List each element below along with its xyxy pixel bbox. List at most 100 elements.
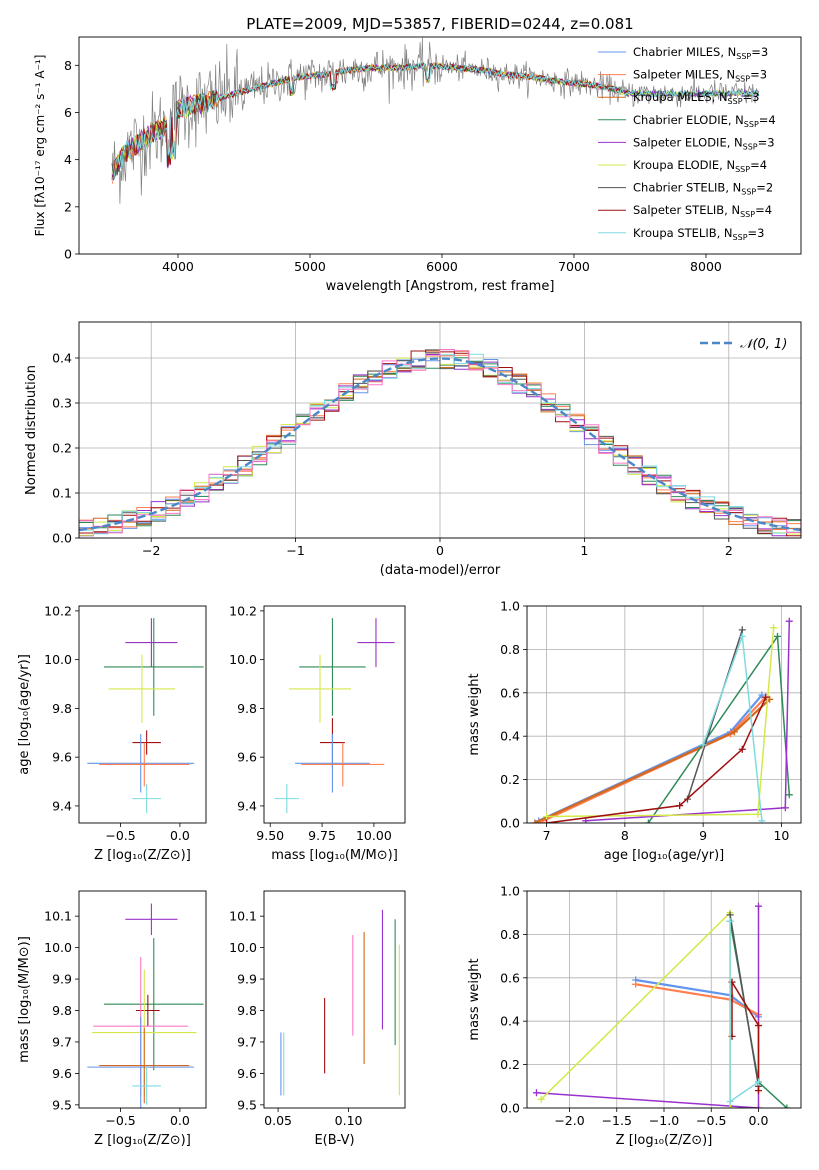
x-tick-label: 9.50 xyxy=(256,828,284,843)
y-tick-label: 9.5 xyxy=(237,1097,257,1112)
x-axis-label: Z [log₁₀(Z/Z⊙)] xyxy=(94,848,191,863)
y-tick-label: 10.0 xyxy=(229,652,257,667)
y-tick-label: 0.4 xyxy=(52,351,72,366)
errorbar-point xyxy=(301,742,385,787)
y-axis-label: age [log₁₀(age/yr)] xyxy=(17,654,32,775)
legend-entry-name: Kroupa MILES, N xyxy=(633,90,728,104)
y-tick-label: 0.0 xyxy=(500,1101,520,1116)
weight-marker xyxy=(738,745,746,753)
y-axis-label: Normed distribution xyxy=(24,365,39,495)
weight-marker xyxy=(726,911,734,919)
y-tick-label: 10.1 xyxy=(44,909,72,924)
weight-marker xyxy=(754,1022,762,1030)
y-tick-label: 10.2 xyxy=(229,603,257,618)
legend-entry-value: =3 xyxy=(743,90,760,104)
weight-marker xyxy=(537,1095,545,1103)
errorbar-point xyxy=(87,734,195,793)
y-tick-label: 9.8 xyxy=(237,1003,257,1018)
x-tick-label: 10.00 xyxy=(356,828,392,843)
legend-entry-name: Salpeter MILES, N xyxy=(633,68,735,82)
legend-entry-value: =4 xyxy=(759,113,776,127)
x-axis-label: (data-model)/error xyxy=(380,563,501,578)
y-tick-label: 8 xyxy=(64,58,72,73)
legend-entry-name: Salpeter ELODIE, N xyxy=(633,135,743,149)
legend-entry-name: Chabrier ELODIE, N xyxy=(633,113,744,127)
y-tick-label: 9.6 xyxy=(237,1066,257,1081)
age-vs-mass-axes xyxy=(274,618,395,814)
legend-entry: Kroupa ELODIE, NSSP=4 xyxy=(633,158,767,174)
weight-vs-age-frame: 7 8 9 10 0.0 0.2 0.4 0.6 0.8 1.0 age [log₁₀(age/yr… xyxy=(467,599,802,863)
y-tick-label: 9.6 xyxy=(52,750,72,765)
weight-series xyxy=(536,906,760,1108)
x-tick-label: −0.5 xyxy=(696,1113,726,1128)
y-tick-label: 6 xyxy=(64,105,72,120)
model-spectrum-series xyxy=(112,62,759,179)
x-axis-label: E(B-V) xyxy=(314,1133,354,1148)
y-tick-label: 9.9 xyxy=(237,972,257,987)
weight-marker xyxy=(726,1104,734,1108)
x-tick-label: −2.0 xyxy=(554,1113,584,1128)
weight-marker xyxy=(726,917,734,925)
legend-entry-sub: SSP xyxy=(728,97,743,106)
y-tick-label: 9.4 xyxy=(237,798,257,813)
residuals-plot-area xyxy=(79,349,801,537)
legend-entry-sub: SSP xyxy=(743,142,758,151)
y-tick-label: 0.3 xyxy=(52,396,72,411)
errorbar-point xyxy=(103,938,204,1071)
y-tick-label: 0.4 xyxy=(500,729,520,744)
weight-marker xyxy=(754,810,762,818)
legend-entry-name: Chabrier MILES, N xyxy=(633,45,736,59)
y-tick-label: 0.4 xyxy=(500,1014,520,1029)
x-tick-label: −2 xyxy=(142,543,160,558)
x-tick-label: 9 xyxy=(699,828,707,843)
legend-entry: Chabrier MILES, NSSP=3 xyxy=(633,45,768,61)
weight-marker xyxy=(754,1078,762,1086)
legend-entry-value: =3 xyxy=(751,45,768,59)
weight-marker xyxy=(781,804,789,812)
x-tick-label: 1 xyxy=(580,543,588,558)
x-tick-label: 0.0 xyxy=(170,828,190,843)
x-tick-label: −1.0 xyxy=(649,1113,679,1128)
errorbar-point xyxy=(99,742,190,787)
y-tick-label: 9.6 xyxy=(52,1066,72,1081)
legend-entry-name: Kroupa ELODIE, N xyxy=(633,158,735,172)
x-tick-label: 0.0 xyxy=(749,1113,769,1128)
y-tick-label: 9.8 xyxy=(237,701,257,716)
weight-series xyxy=(538,694,763,822)
x-tick-label: −0.5 xyxy=(105,1113,135,1128)
y-tick-label: 9.8 xyxy=(52,1003,72,1018)
legend-entry-sub: SSP xyxy=(736,52,751,61)
y-tick-label: 10.0 xyxy=(229,940,257,955)
errorbar-point xyxy=(357,618,395,667)
y-tick-label: 0 xyxy=(64,247,72,262)
y-tick-label: 10.2 xyxy=(44,603,72,618)
age-vs-Z-plot-area xyxy=(87,618,204,814)
weight-series xyxy=(729,914,760,1087)
x-axis-label: age [log₁₀(age/yr)] xyxy=(604,848,725,863)
legend-entry-sub: SSP xyxy=(740,210,755,219)
y-tick-label: 0.6 xyxy=(500,685,520,700)
y-tick-label: 9.6 xyxy=(237,750,257,765)
y-tick-label: 0.6 xyxy=(500,970,520,985)
y-tick-label: 4 xyxy=(64,152,72,167)
y-tick-label: 0.1 xyxy=(52,486,72,501)
weight-series xyxy=(534,698,771,823)
weight-marker xyxy=(758,691,766,699)
observed-spectrum xyxy=(111,37,759,204)
y-axis-label: mass [log₁₀(M/M⊙)] xyxy=(17,936,32,1063)
weight-marker xyxy=(758,817,766,823)
weight-vs-age-plot-area xyxy=(531,617,793,823)
normal-curve xyxy=(79,357,801,532)
histogram-series xyxy=(79,349,801,534)
x-tick-label: 0.10 xyxy=(335,1113,363,1128)
x-tick-label: 7000 xyxy=(558,259,590,274)
chart-layer: 4000 5000 6000 7000 8000 0 2 4 6 8 wavelength [Ang… xyxy=(17,36,802,1148)
weight-marker xyxy=(770,624,778,632)
errorbar-point xyxy=(87,1016,195,1108)
weight-marker xyxy=(644,819,652,823)
age-vs-mass-plot-area xyxy=(274,618,395,814)
weight-series xyxy=(686,629,744,800)
legend-entry-value: =2 xyxy=(756,181,773,195)
legend-entry-sub: SSP xyxy=(735,165,750,174)
age-vs-Z-axes xyxy=(87,618,204,814)
